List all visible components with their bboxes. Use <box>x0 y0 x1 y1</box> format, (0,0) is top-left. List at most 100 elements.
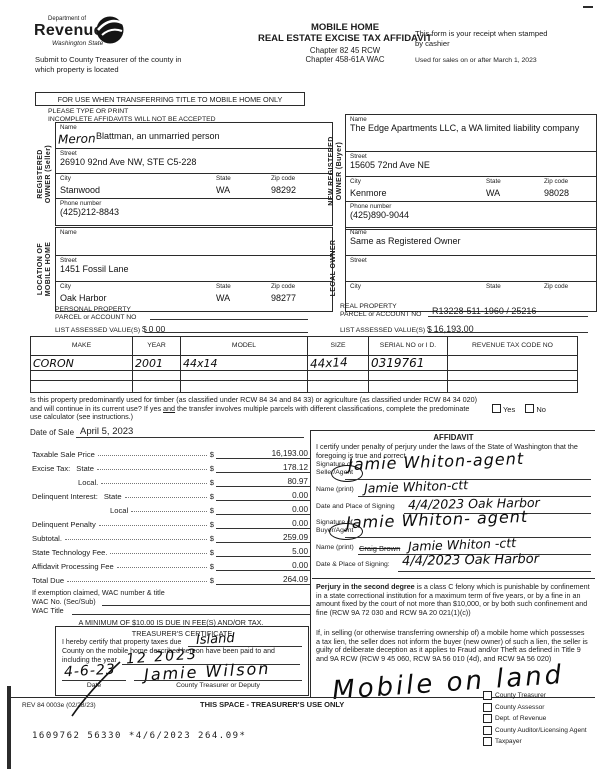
handwritten-circle <box>329 523 363 540</box>
col-make: MAKE <box>30 336 133 356</box>
col-revenue-tax-code: REVENUE TAX CODE NO <box>447 336 578 356</box>
timber-yes-checkbox[interactable] <box>492 404 501 413</box>
phone-label: Phone number <box>60 200 102 207</box>
col-size: SIZE <box>307 336 369 356</box>
buyer-street-row: Street 15605 72nd Ave NE <box>346 152 596 177</box>
legal-city-row: City State Zip code <box>350 283 569 290</box>
dor-dept-line: Department of <box>48 16 87 22</box>
signature-flourish <box>71 661 121 717</box>
affidavit-section: AFFIDAVIT I certify under penalty of per… <box>312 430 595 706</box>
dist-county-auditor: County Auditor/Licensing Agent <box>483 725 587 735</box>
year-value: 2001 <box>135 356 163 370</box>
seller-first-name-handwritten: Meron <box>57 131 96 147</box>
chapter-rcw: Chapter 82 45 RCW <box>309 46 381 55</box>
section-label-legal-owner: LEGAL OWNER <box>330 239 337 297</box>
real-property-label: REAL PROPERTY <box>340 303 397 310</box>
seller-state-value: WA <box>216 185 231 195</box>
tax-line-subtotal: Subtotal. $259.09 <box>32 533 310 543</box>
tax-line-affidavit-processing-fee: Affidavit Processing Fee $0.00 <box>32 561 310 571</box>
legal-name-value: Same as Registered Owner <box>350 236 461 246</box>
date-of-sale-label: Date of Sale <box>30 428 75 437</box>
street-label: Street <box>60 150 77 157</box>
handwritten-circle <box>331 465 363 482</box>
incomplete-note: INCOMPLETE AFFIDAVITS WILL NOT BE ACCEPT… <box>48 116 216 123</box>
location-street-row: Street 1451 Fossil Lane <box>56 256 332 282</box>
mobile-home-table: MAKE YEAR MODEL SIZE SERIAL NO or I D. R… <box>30 336 578 393</box>
table-row: CORON 2001 44x14 44x14 0319761 <box>30 355 578 371</box>
serial-value: 0319761 <box>371 356 425 370</box>
model-value: 44x14 <box>183 356 218 370</box>
personal-assessed-value: 0 00 <box>148 324 166 334</box>
dist-taxpayer: Taxpayer <box>483 737 587 746</box>
county-treasurer-checkbox[interactable] <box>483 691 492 700</box>
form-title-line2: REAL ESTATE EXCISE TAX AFFIDAVIT <box>257 33 432 44</box>
buyer-phone-value: (425)890-9044 <box>350 210 410 220</box>
form-title-line1: MOBILE HOME <box>310 22 380 33</box>
cashier-stamp-line: 1609762 56330 *4/6/2023 264.09* <box>32 731 247 741</box>
tax-line-delinquent-interest-state: Delinquent Interest: State $0.00 <box>32 491 310 501</box>
buyer-city-value: Kenmore <box>350 188 387 198</box>
submit-note: Submit to County Treasurer of the county… <box>35 55 182 74</box>
perjury-paragraph-2: If, in selling (or otherwise transferrin… <box>316 628 588 663</box>
name-label: Name <box>60 124 77 131</box>
timber-question: Is this property predominantly used for … <box>30 395 478 422</box>
seller-zip-value: 98292 <box>271 185 297 195</box>
deputy-label: County Treasurer or Deputy <box>176 682 260 689</box>
tax-line-excise-local: Local. $80.97 <box>78 477 310 487</box>
section-label-location: LOCATION OF MOBILE HOME <box>37 241 52 297</box>
date-label: Date <box>86 682 102 689</box>
buyer-printed-name-struck: Craig Brown <box>359 544 401 553</box>
buyer-printed-name-handwritten: Jamie Whiton -ctt <box>407 535 517 554</box>
seller-name-row: Name Blattman, an unmarried person Meron <box>56 123 332 149</box>
tax-computation: Taxable Sale Price $16,193.00 Excise Tax:… <box>32 446 310 646</box>
buyer-signature-handwritten: Jamie Whiton- agent <box>345 506 529 533</box>
dist-dept-revenue: Dept. of Revenue <box>483 714 587 723</box>
size-value: 44x14 <box>309 355 348 371</box>
seller-city-row: City State Zip code Stanwood WA 98292 <box>56 174 332 199</box>
revenue-logo-icon <box>96 16 125 44</box>
table-row <box>30 370 578 381</box>
location-city-row: City State Zip code Oak Harbor WA 98277 <box>60 283 297 303</box>
chapter-wac: Chapter 458-61A WAC <box>305 55 385 64</box>
buyer-name-value: The Edge Apartments LLC, a WA limited li… <box>350 123 580 133</box>
seller-name-value: Blattman, an unmarried person <box>96 131 220 141</box>
tax-line-state-technology-fee: State Technology Fee. $5.00 <box>32 547 310 557</box>
seller-phone-row: Phone number (425)212-8843 <box>56 199 332 223</box>
scan-artifact <box>583 6 593 8</box>
buyer-name-row: Name The Edge Apartments LLC, a WA limit… <box>346 115 596 152</box>
dist-county-assessor: County Assessor <box>483 702 587 712</box>
taxpayer-checkbox[interactable] <box>483 737 492 746</box>
treasurer-line1: I hereby certify that property taxes due <box>62 639 182 646</box>
type-or-print-note: PLEASE TYPE OR PRINT <box>48 108 129 115</box>
location-box: Name Street 1451 Fossil Lane City State … <box>55 227 333 312</box>
form-rev-number: REV 84 0003e (02/28/23) <box>22 702 96 709</box>
col-model: MODEL <box>180 336 308 356</box>
real-assessed-value: 16,193.00 <box>433 324 474 334</box>
tax-line-delinquent-penalty: Delinquent Penalty $0.00 <box>32 519 310 529</box>
tax-line-total-due: Total Due $264.09 <box>32 575 310 585</box>
certify-text: I certify under penalty of perjury under… <box>316 442 578 460</box>
col-year: YEAR <box>132 336 181 356</box>
treasurer-title: TREASURER'S CERTIFICATE <box>131 629 233 638</box>
valid-date-note: Used for sales on or after March 1, 2023 <box>415 57 537 64</box>
seller-phone-value: (425)212-8843 <box>60 207 120 217</box>
distribution-checklist: County Treasurer County Assessor Dept. o… <box>483 691 587 749</box>
personal-property-label: PERSONAL PROPERTY <box>55 306 131 313</box>
county-assessor-checkbox[interactable] <box>483 702 492 712</box>
make-value: CORON <box>33 356 74 370</box>
dor-wordmark: Revenue <box>34 22 103 39</box>
real-parcel-value: R13228-511-1960 / 25216 <box>432 306 537 316</box>
dept-of-revenue-checkbox[interactable] <box>483 714 492 723</box>
buyer-zip-value: 98028 <box>544 188 570 198</box>
timber-no-checkbox[interactable] <box>525 404 535 413</box>
wac-no-label: WAC No. (Sec/Sub) <box>32 597 96 606</box>
buyer-street-value: 15605 72nd Ave NE <box>350 160 430 170</box>
location-zip-value: 98277 <box>271 293 297 303</box>
column-divider <box>310 430 311 697</box>
col-serial: SERIAL NO or I D. <box>368 336 448 356</box>
county-auditor-checkbox[interactable] <box>483 725 492 735</box>
tax-line-delinquent-interest-local: Local $0.00 <box>110 505 310 515</box>
wac-no-blank <box>102 605 310 606</box>
treasurer-line3: including the year <box>62 657 117 664</box>
